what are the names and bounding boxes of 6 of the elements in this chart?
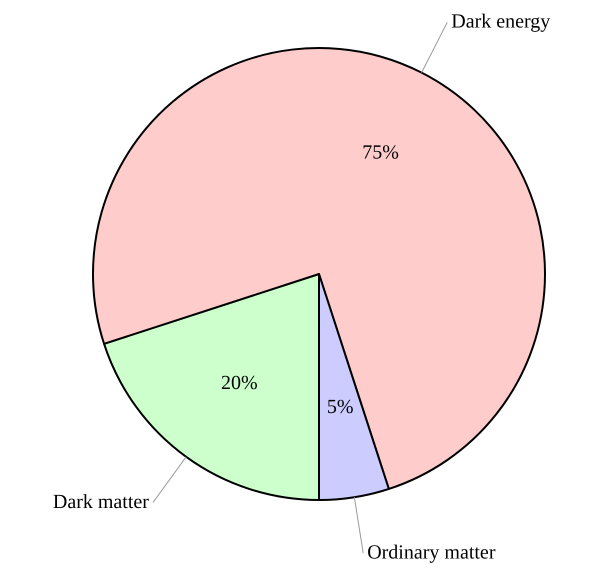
slice-label: Dark energy <box>451 10 550 33</box>
data-label: 75% <box>362 141 399 164</box>
data-label: 5% <box>326 396 354 418</box>
slice-label: Ordinary matter <box>367 541 496 564</box>
slice-label: Dark matter <box>52 490 150 513</box>
data-label: 20% <box>220 372 258 394</box>
